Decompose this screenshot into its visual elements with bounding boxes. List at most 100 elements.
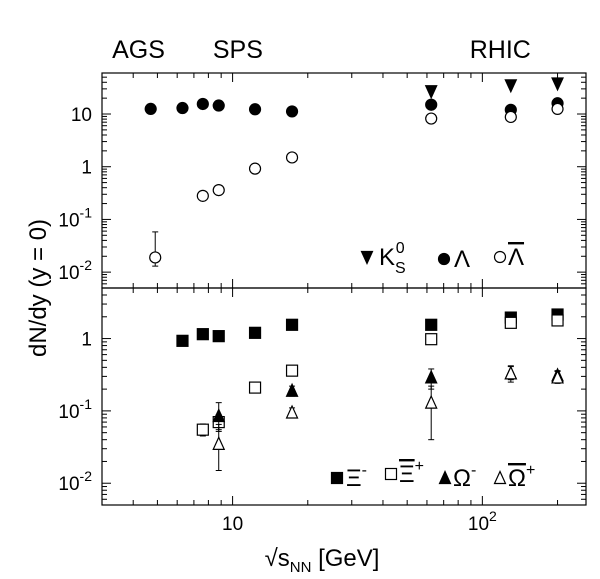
bottom-y-tick-label: 1 [81, 330, 92, 351]
legend-marker [384, 467, 398, 481]
data-point [551, 369, 564, 384]
legend-label-sup: - [471, 462, 476, 479]
y-axis-title: dN/dy (y = 0) [25, 219, 52, 357]
bottom-y-tick-label: 10-2 [58, 468, 92, 495]
top-y-tick-label: 1 [81, 158, 92, 179]
bottom-panel-frame [101, 287, 587, 506]
top-y-tick-label: 10-2 [58, 257, 92, 284]
data-point [504, 365, 518, 380]
bottom-y-tick-exponent: -2 [80, 468, 93, 484]
x-axis-title-main: s [278, 545, 290, 572]
legend-label: Ξ+ [399, 458, 424, 488]
bottom-y-tick-mantissa: 1 [81, 330, 92, 351]
legend-label-sup: - [362, 462, 367, 479]
data-point [285, 151, 299, 164]
data-point [149, 251, 162, 264]
legend-label-sup: 0 [396, 240, 405, 257]
data-point [248, 162, 262, 175]
legend-label-main: Ω [453, 465, 471, 492]
legend-label: Λ [508, 244, 524, 271]
legend-label-sup: + [526, 462, 535, 479]
data-point [196, 97, 209, 111]
bottom-y-tick-exponent: -1 [80, 396, 93, 412]
data-point [285, 364, 299, 377]
legend-label: Ω+ [508, 462, 535, 492]
legend-label-sub: S [395, 260, 406, 277]
legend-label-main: Λ [454, 246, 470, 273]
bottom-y-tick-label: 10-1 [58, 396, 92, 423]
data-point [424, 369, 438, 384]
data-point [248, 103, 262, 116]
bottom-legend-item: Ξ- [330, 462, 367, 492]
top-legend-item: Λ [437, 246, 470, 273]
legend-label: Ξ- [346, 462, 367, 492]
x-axis-title-sub: NN [290, 559, 312, 576]
top-legend-item: Λ [493, 244, 524, 271]
legend-marker [360, 250, 374, 265]
data-point [285, 318, 299, 331]
top-y-tick-mantissa: 1 [81, 158, 92, 179]
data-point [212, 330, 225, 343]
top-y-tick-mantissa: 10 [58, 263, 79, 284]
data-point [212, 435, 226, 450]
data-point [196, 423, 209, 436]
x-axis: 10 102√sNN [GeV] [222, 508, 497, 576]
legend-label-main: Ξ [399, 461, 415, 488]
top-y-tick-exponent: -2 [80, 257, 93, 273]
top-series-1 [144, 97, 564, 118]
legend-label-main: Ξ [346, 465, 362, 492]
bottom-legend-item: Ω+ [493, 462, 535, 492]
legend-label: Λ [454, 246, 470, 273]
x-axis-title-unit: [GeV] [311, 545, 379, 572]
legend-label-main: Ω [508, 465, 526, 492]
data-point [504, 316, 517, 329]
data-point [176, 101, 189, 115]
data-point [425, 98, 438, 111]
legend-label-main: Λ [508, 244, 524, 271]
data-point [425, 318, 438, 331]
data-point [196, 328, 209, 341]
data-point [425, 333, 438, 346]
legend-marker [493, 470, 507, 485]
top-y-tick-mantissa: 10 [71, 105, 92, 126]
bottom-legend-item: Ξ+ [384, 458, 424, 488]
y-axis-title-group: dN/dy (y = 0) [25, 219, 52, 357]
data-point [551, 77, 564, 92]
legend-label-main: K [379, 244, 395, 271]
top-y-tick-exponent: -1 [80, 204, 93, 220]
data-point [285, 382, 299, 397]
x-axis-title-root: √ [265, 545, 279, 572]
x-tick-label: 102 [468, 508, 497, 535]
data-point [212, 99, 225, 112]
energy-label-rhic: RHIC [470, 36, 531, 64]
bottom-series-3 [212, 365, 564, 471]
data-point [551, 314, 564, 327]
legend-marker [330, 471, 344, 485]
data-point [176, 334, 189, 347]
legend-label: Ω- [453, 462, 476, 492]
energy-label-ags: AGS [112, 36, 165, 64]
data-point [504, 110, 517, 124]
bottom-y-tick-mantissa: 10 [58, 474, 79, 495]
x-tick-mantissa: 10 [468, 514, 489, 535]
energy-label-sps: SPS [213, 36, 263, 64]
x-tick-mantissa: 10 [222, 514, 243, 535]
data-point [504, 79, 518, 94]
legend-marker [493, 250, 507, 264]
legend-marker [437, 252, 451, 266]
data-point [551, 102, 564, 116]
data-point [425, 112, 438, 125]
data-point [144, 102, 157, 116]
top-y-tick-label: 10-1 [58, 204, 92, 231]
top-series-0 [424, 77, 564, 100]
data-point [248, 326, 262, 339]
bottom-y-tick-mantissa: 10 [58, 402, 79, 423]
data-point [285, 105, 299, 118]
top-legend-item: KS 0 [360, 240, 406, 277]
energy-labels: AGS SPS RHIC [112, 36, 531, 64]
data-point [212, 408, 226, 423]
top-y-tick-label: 10 [71, 105, 92, 126]
data-point [285, 404, 299, 419]
